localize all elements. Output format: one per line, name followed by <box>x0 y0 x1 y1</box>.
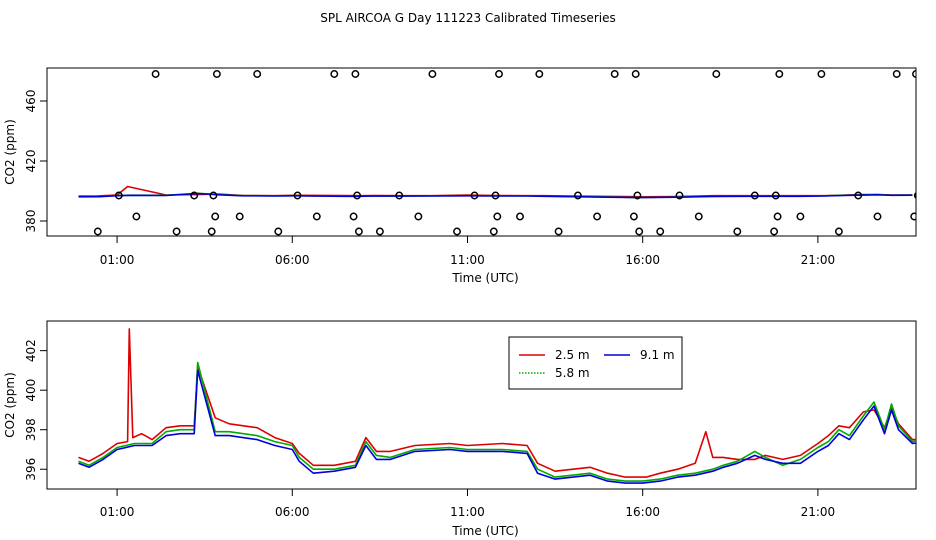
data-point <box>915 229 916 234</box>
data-point <box>593 212 602 221</box>
x-tick-label: 21:00 <box>801 505 836 519</box>
plot-frame <box>46 67 917 237</box>
data-point <box>354 227 363 236</box>
data-point <box>132 212 141 221</box>
y-tick-label: 398 <box>24 418 38 441</box>
x-tick-label: 16:00 <box>625 505 660 519</box>
x-tick-label: 11:00 <box>450 253 485 267</box>
data-point <box>912 70 916 78</box>
x-tick-label: 21:00 <box>801 253 836 267</box>
data-point <box>312 212 321 221</box>
data-point <box>910 212 916 221</box>
y-tick-label: 400 <box>24 379 38 402</box>
data-point <box>817 70 826 78</box>
panel-top: 01:00 06:00 11:00 16:00 21:00 380 420 460 Time (… <box>3 67 917 285</box>
series-line-9-1-m <box>78 192 913 199</box>
data-point <box>212 70 221 78</box>
data-point <box>516 212 524 221</box>
data-point <box>211 212 220 221</box>
data-point <box>493 212 502 221</box>
data-point <box>712 70 721 78</box>
x-tick-label: 06:00 <box>275 253 310 267</box>
data-point <box>750 191 759 200</box>
data-point <box>375 227 384 236</box>
data-point <box>190 191 199 200</box>
legend-label: 9.1 m <box>640 348 675 362</box>
x-tick-label: 11:00 <box>450 505 485 519</box>
data-point <box>854 191 863 200</box>
data-point <box>349 212 358 221</box>
series-line-9-1-m <box>78 369 916 484</box>
data-point <box>428 70 437 78</box>
data-point <box>913 191 916 200</box>
y-tick-label: 460 <box>24 90 38 113</box>
data-point <box>293 191 302 200</box>
legend-label: 2.5 m <box>555 348 590 362</box>
data-point <box>495 70 503 78</box>
data-point <box>573 191 582 200</box>
x-axis-label: Time (UTC) <box>451 524 518 538</box>
plot-area <box>78 70 916 236</box>
data-point <box>610 70 619 78</box>
data-point <box>656 227 665 236</box>
x-tick-label: 01:00 <box>100 253 135 267</box>
data-point <box>770 227 779 236</box>
data-point <box>93 227 102 236</box>
data-point <box>253 70 262 78</box>
y-tick-label: 396 <box>24 458 38 481</box>
data-point <box>172 227 181 236</box>
data-point <box>274 227 283 236</box>
data-point <box>114 191 123 200</box>
data-point <box>873 212 882 221</box>
data-point <box>635 227 644 236</box>
x-tick-label: 06:00 <box>275 505 310 519</box>
data-point <box>491 191 500 200</box>
data-point <box>151 70 160 78</box>
legend-box <box>508 336 683 390</box>
data-point <box>773 212 782 221</box>
figure-title: SPL AIRCOA G Day 111223 Calibrated Times… <box>320 11 615 25</box>
data-point <box>892 70 901 78</box>
data-point <box>453 227 461 236</box>
data-point <box>395 191 404 200</box>
legend-label: 5.8 m <box>555 366 590 380</box>
x-axis-label: Time (UTC) <box>451 271 518 285</box>
data-point <box>207 227 216 236</box>
plot-area <box>78 328 916 484</box>
legend: 2.5 m 9.1 m 5.8 m <box>508 336 683 390</box>
data-point <box>470 191 479 200</box>
data-point <box>353 191 362 200</box>
data-point <box>554 227 563 236</box>
data-point <box>796 212 805 221</box>
data-point <box>675 191 684 200</box>
data-point <box>834 227 843 236</box>
data-point <box>771 191 780 200</box>
data-point <box>694 212 703 221</box>
data-point <box>633 191 642 200</box>
y-axis-label: CO2 (ppm) <box>3 119 17 185</box>
data-point <box>489 227 498 236</box>
data-point <box>414 212 423 221</box>
y-tick-label: 402 <box>24 339 38 362</box>
data-point <box>535 70 544 78</box>
x-tick-label: 01:00 <box>100 505 135 519</box>
y-tick-label: 420 <box>24 150 38 173</box>
series-line-2-5-m <box>78 328 916 478</box>
data-point <box>775 70 784 78</box>
data-point <box>631 70 640 78</box>
x-tick-label: 16:00 <box>625 253 660 267</box>
panel-bottom: 01:00 06:00 11:00 16:00 21:00 396 398 400 402 Tim… <box>3 320 917 538</box>
data-point <box>733 227 742 236</box>
data-point <box>235 212 244 221</box>
data-point <box>330 70 339 78</box>
data-point <box>351 70 360 78</box>
y-axis-label: CO2 (ppm) <box>3 372 17 438</box>
data-point <box>209 191 218 200</box>
y-tick-label: 380 <box>24 210 38 233</box>
data-point <box>629 212 638 221</box>
